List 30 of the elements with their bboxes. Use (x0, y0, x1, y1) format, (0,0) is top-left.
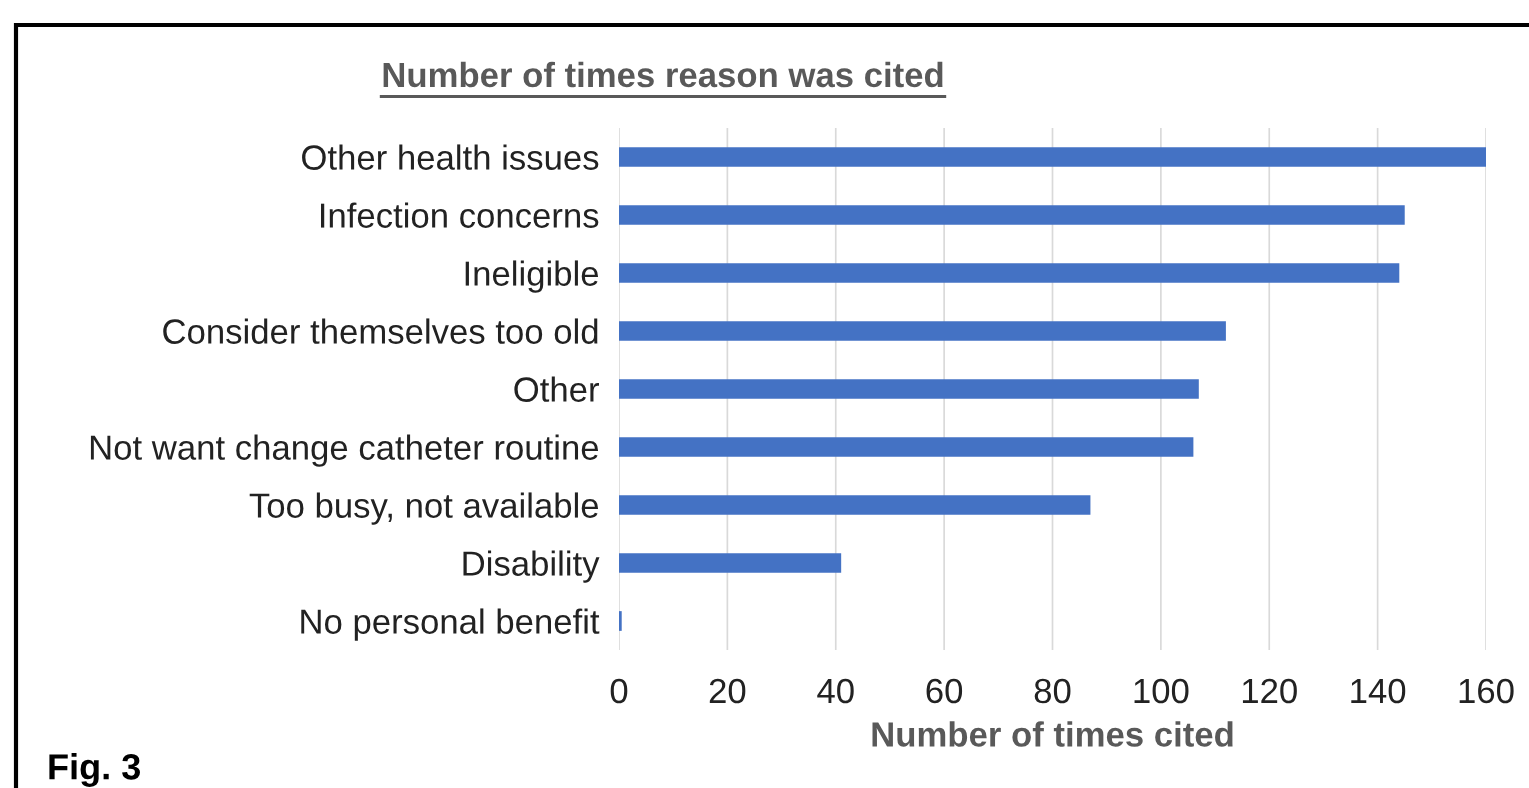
bar (619, 495, 1091, 515)
x-tick-label: 0 (610, 678, 628, 704)
y-tick-label: Consider themselves too old (163, 318, 598, 344)
x-axis-title: Number of times cited (872, 721, 1233, 747)
y-tick-label: Not want change catheter routine (90, 434, 599, 467)
x-tick-label: 140 (1351, 678, 1406, 704)
x-tick-label: 120 (1242, 678, 1297, 704)
bar (619, 263, 1400, 283)
y-tick-label: Other health issues (302, 144, 599, 170)
y-tick-label: Other (514, 376, 599, 402)
x-tick-label: 60 (926, 678, 963, 704)
x-tick-label: 160 (1459, 678, 1514, 704)
bar (619, 437, 1194, 457)
bar (619, 147, 1486, 167)
y-tick-label: Ineligible (465, 260, 599, 293)
x-tick-label: 100 (1134, 678, 1189, 704)
bar (619, 379, 1199, 399)
y-tick-label: No personal benefit (301, 608, 600, 641)
bar (619, 611, 622, 631)
y-tick-label: Too busy, not available (249, 492, 599, 525)
x-tick-label: 40 (817, 678, 854, 704)
y-tick-label: Infection concerns (320, 202, 599, 228)
x-tick-label: 20 (709, 678, 746, 704)
caption: Fig. 3 (49, 753, 140, 787)
chart-title: Number of times reason was cited (383, 61, 943, 88)
y-tick-label: Disability (463, 550, 600, 583)
bar (619, 205, 1405, 225)
bar (619, 321, 1226, 341)
bar (619, 553, 842, 573)
x-tick-label: 80 (1034, 678, 1071, 704)
